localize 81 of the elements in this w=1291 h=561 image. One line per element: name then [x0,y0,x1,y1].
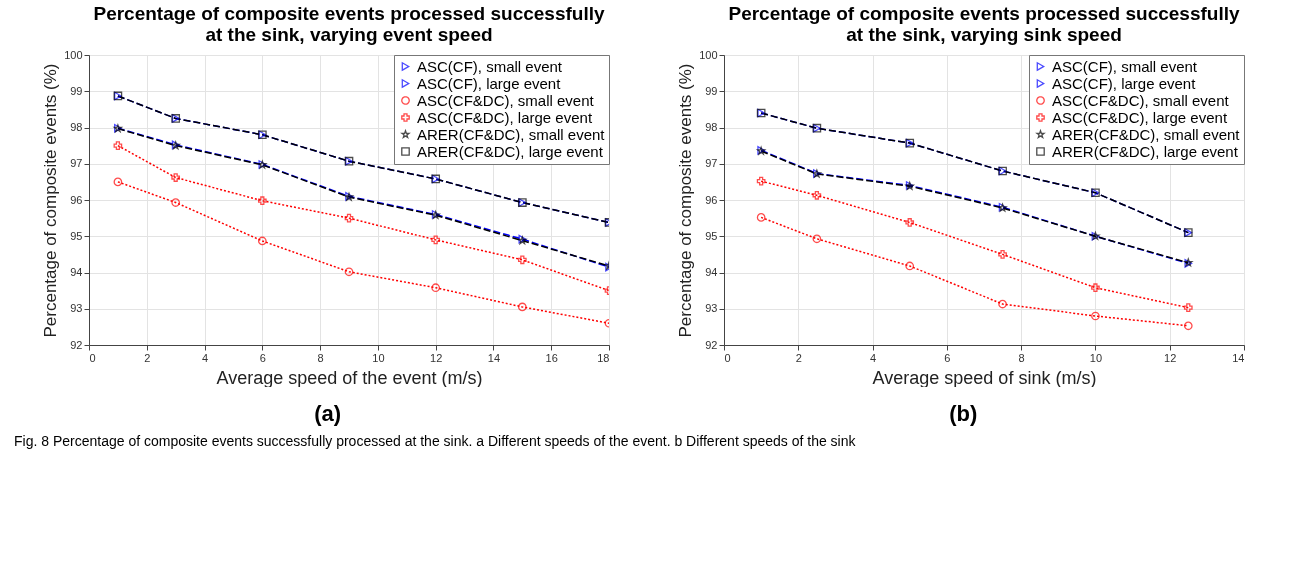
y-tick-label: 97 [70,157,83,170]
y-axis-title: Percentage of composite events (%) [676,63,696,338]
x-tick-label: 4 [870,351,877,364]
y-tick-label: 95 [705,229,718,242]
text: (a) [313,401,343,427]
x-axis-title: Average speed of sink (m/s) [872,367,1097,388]
point [344,213,354,223]
x-tick-label: 14 [1232,351,1245,364]
y-axis-title: Percentage of composite events (%) [40,63,60,338]
point [1184,321,1193,331]
legend-label: ASC(CF), small event [416,57,563,75]
point [517,255,527,265]
y-tick-label: 99 [705,84,718,97]
text: (b) [948,401,979,427]
x-tick-label: 6 [259,351,266,364]
point [757,213,766,222]
point [431,235,440,245]
point [113,177,122,187]
point [171,198,180,207]
point [1091,311,1101,321]
point [344,267,354,277]
y-tick-label: 92 [70,338,83,351]
x-tick-label: 12 [429,351,443,364]
x-tick-label: 10 [1090,351,1103,364]
x-tick-label: 16 [545,351,558,364]
y-tick-label: 94 [70,266,83,278]
point [517,302,527,312]
point [1091,283,1101,293]
point [905,218,915,227]
x-tick-label: 4 [201,351,208,364]
y-tick-label: 92 [705,338,718,351]
x-tick-label: 6 [944,351,951,364]
x-tick-label: 14 [487,351,500,364]
caption: Fig. 8 Percentage of composite events successfully processed at the sink. a Different speeds of the event. b Different speeds of the sink [14,433,857,449]
point [812,190,822,200]
x-tick-label: 0 [89,351,96,364]
x-tick-label: 8 [1018,351,1025,364]
y-tick-label: 93 [70,302,83,315]
point [431,283,440,293]
legend-label: ASC(CF&DC), small event [1052,91,1230,109]
y-tick-label: 98 [705,121,718,133]
point [171,173,180,182]
point [257,196,267,206]
legend-label: ASC(CF), small event [1052,57,1199,75]
y-tick-label: 99 [70,84,83,97]
point [998,250,1008,259]
x-axis-title: Average speed of the event (m/s) [216,367,483,388]
y-tick-label: 94 [705,266,718,278]
x-tick-label: 12 [1164,351,1177,364]
y-tick-label: 93 [705,302,718,315]
point [757,176,766,186]
legend-label: ASC(CF), large event [1052,74,1197,92]
legend-label: ASC(CF&DC), large event [1052,108,1229,126]
x-tick-label: 2 [143,351,151,364]
x-tick-label: 10 [372,351,385,364]
legend-label: ARER(CF&DC), small event [1052,125,1241,143]
legend-label: ASC(CF&DC), large event [416,108,593,126]
x-tick-label: 18 [597,351,610,364]
y-tick-label: 97 [705,157,718,170]
y-tick-label: 100 [699,48,718,61]
chart-title: Percentage of composite events processed successfully at the sink, varying sink speed [728,3,1241,45]
point [1184,303,1193,313]
y-tick-label: 96 [70,193,83,206]
chart-title: Percentage of composite events processed successfully at the sink, varying event speed [93,3,605,45]
point [998,299,1008,309]
y-tick-label: 95 [70,229,83,242]
y-tick-label: 98 [70,121,83,133]
point [257,236,267,246]
legend-label: ARER(CF&DC), large event [1052,142,1239,160]
x-tick-label: 2 [795,351,803,364]
y-tick-label: 100 [63,48,83,61]
point [113,141,122,150]
x-tick-label: 8 [317,351,324,364]
legend-label: ARER(CF&DC), large event [416,142,604,160]
legend-label: ASC(CF&DC), small event [416,91,595,109]
legend-label: ASC(CF), large event [416,74,561,92]
x-tick-label: 0 [724,351,731,364]
y-tick-label: 96 [705,193,718,206]
legend-label: ARER(CF&DC), small event [416,125,606,143]
point [905,261,915,271]
point [812,234,822,244]
